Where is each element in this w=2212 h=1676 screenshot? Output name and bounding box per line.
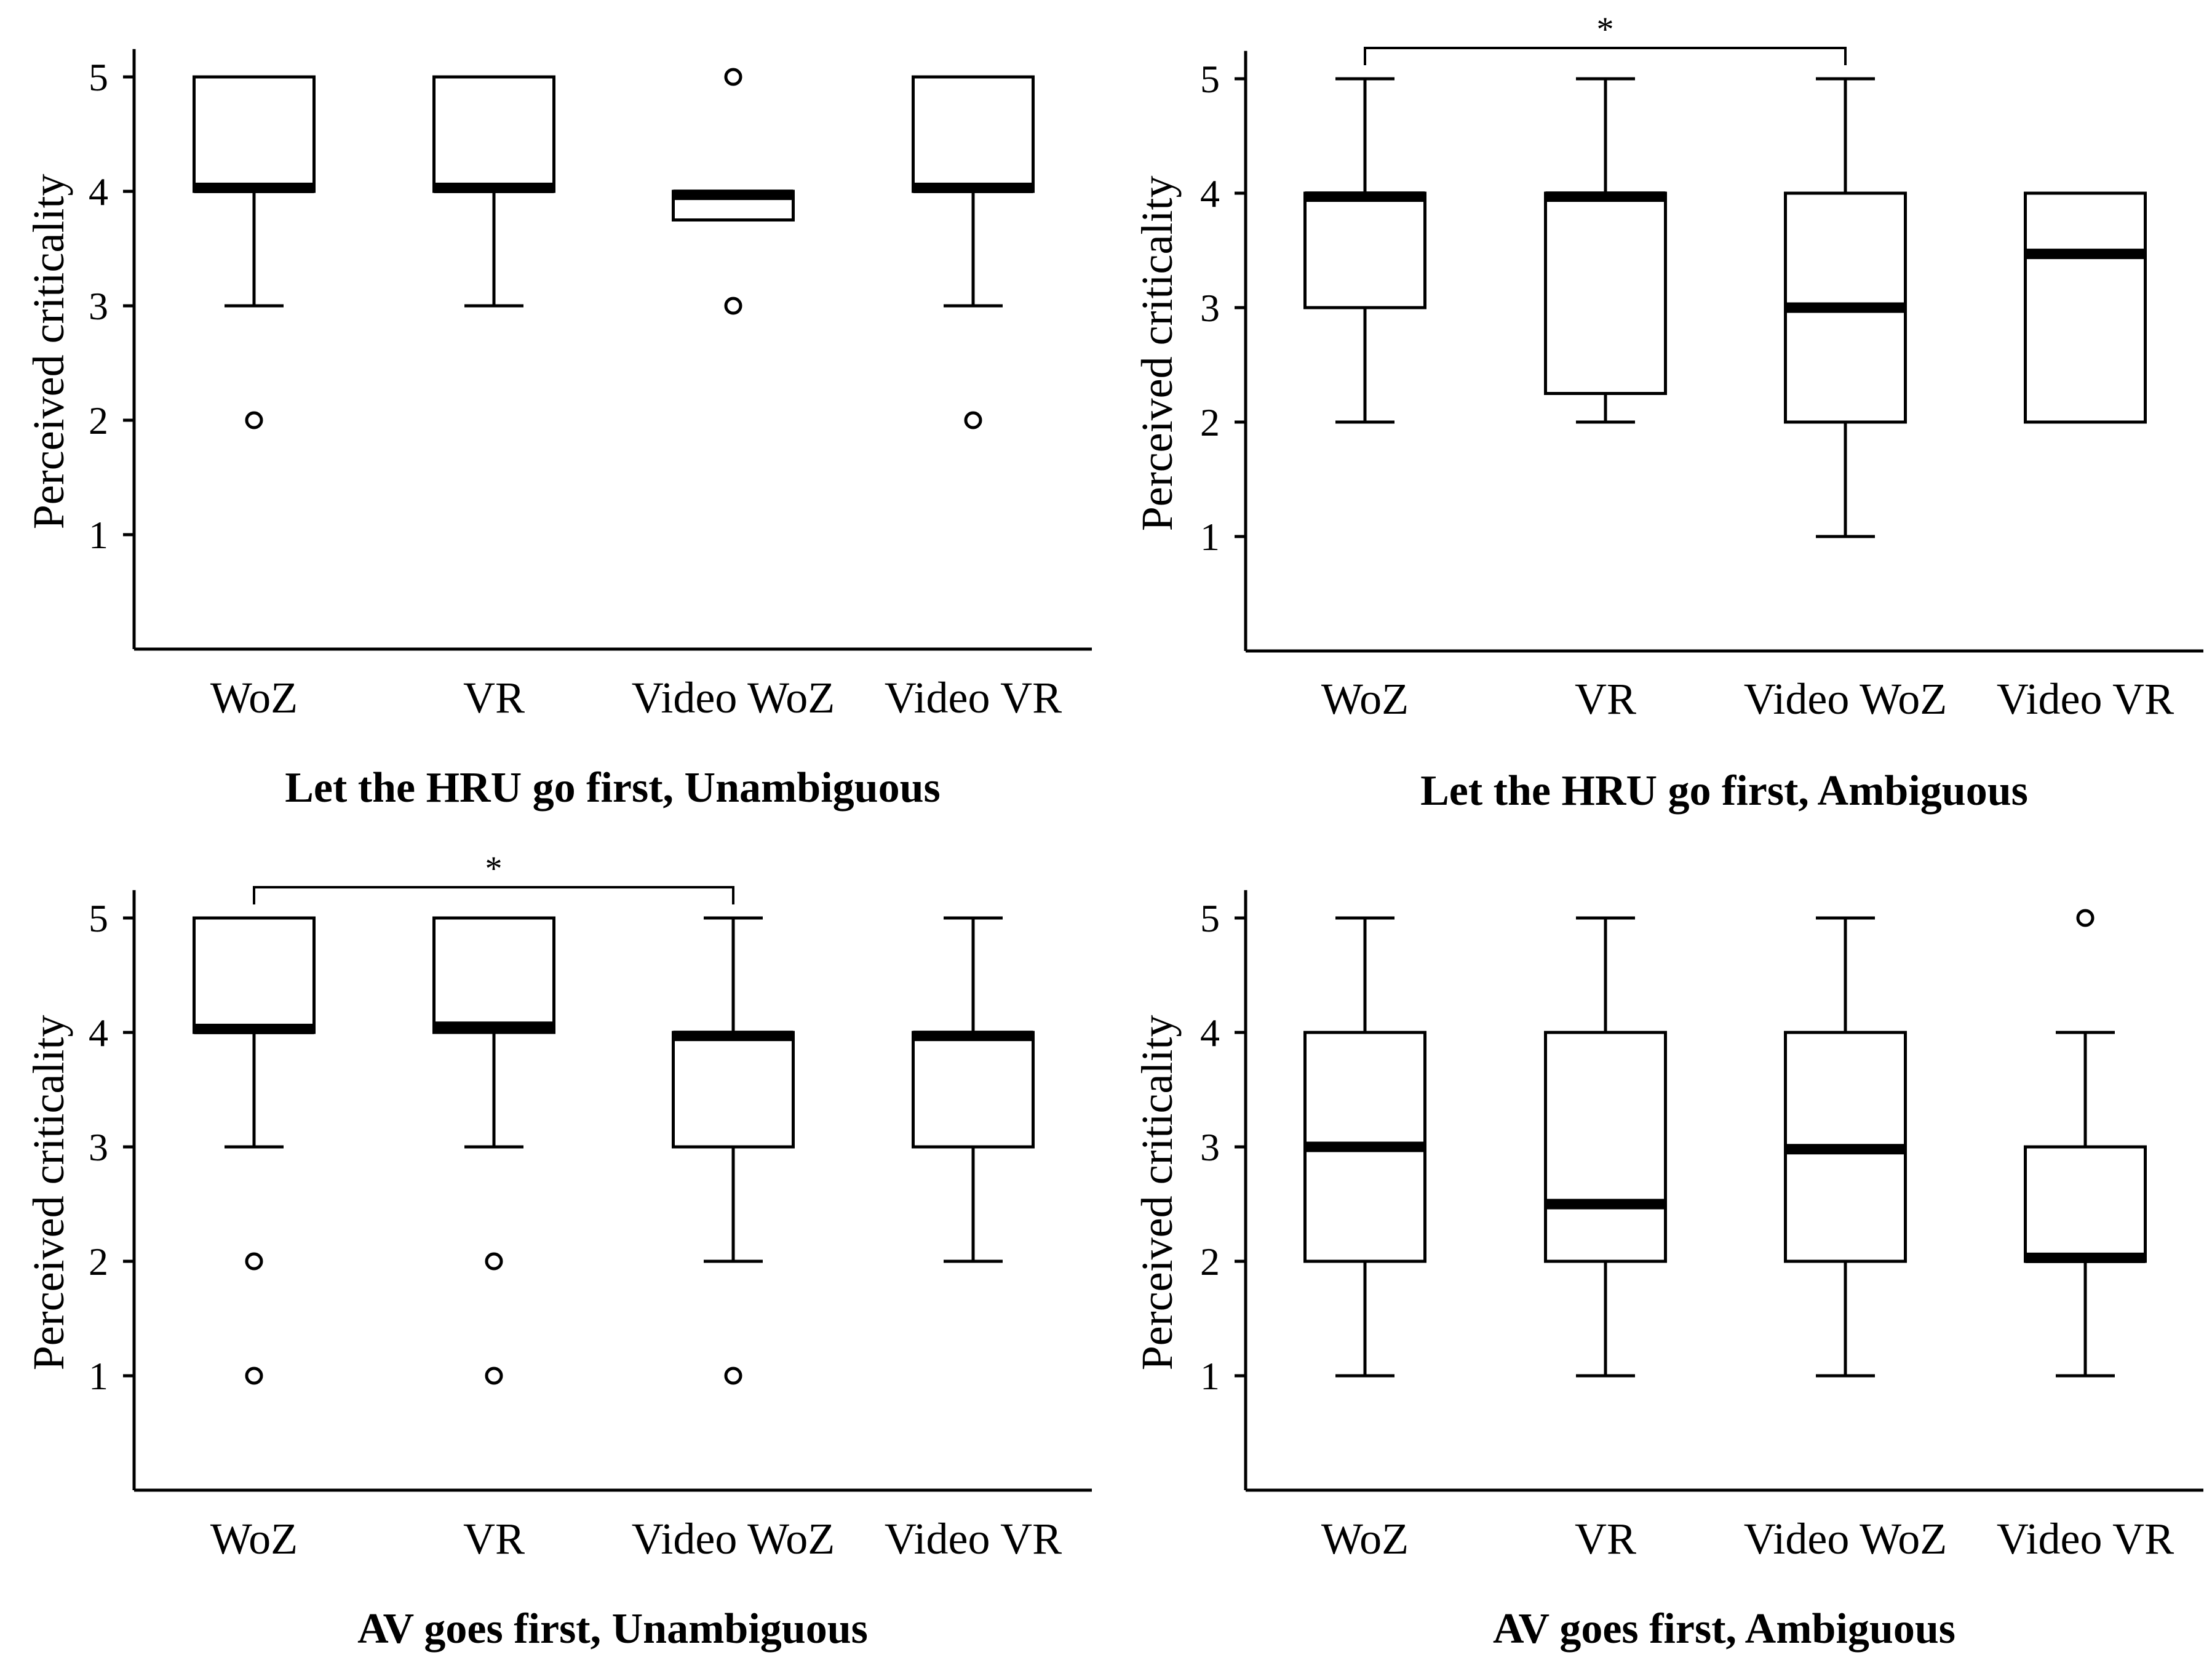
box-video-vr <box>912 916 1035 1263</box>
chart-panel-3: 1 2 3 4 5 Perceived criticality WoZ VR Video WoZ… <box>24 850 1092 1653</box>
x-category-label: WoZ <box>1321 1514 1409 1563</box>
x-category-label: Video WoZ <box>632 673 835 722</box>
x-category-label: Video VR <box>885 1514 1062 1563</box>
y-axis-label: Perceived criticality <box>24 174 73 530</box>
y-tick-label: 2 <box>89 1240 108 1283</box>
box-iqr <box>672 1031 795 1149</box>
bracket-line <box>253 886 734 904</box>
y-axis-label: Perceived criticality <box>1132 176 1182 532</box>
significance-bracket: * <box>1364 10 1847 65</box>
box-woz <box>193 75 316 429</box>
y-tick-label: 1 <box>89 1354 108 1398</box>
significance-marker: * <box>1597 10 1614 49</box>
box-iqr <box>193 916 316 1034</box>
y-tick-label: 3 <box>1200 1125 1220 1169</box>
box-video-vr <box>2024 191 2147 424</box>
chart-panel-1: 1 2 3 4 5 Perceived criticality WoZ VR Video WoZ… <box>24 49 1092 812</box>
panel-title: AV goes first, Ambiguous <box>1493 1605 1955 1653</box>
significance-marker: * <box>485 850 503 888</box>
x-category-label: Video VR <box>885 673 1062 722</box>
y-tick-label: 4 <box>1200 1011 1220 1055</box>
outlier-point <box>485 1252 503 1271</box>
outlier-point <box>245 1367 263 1385</box>
bracket-line <box>1364 47 1847 65</box>
box-vr <box>1544 77 1667 424</box>
y-tick-label: 3 <box>89 1125 108 1169</box>
box-video-woz <box>1784 77 1907 538</box>
x-category-label: Video WoZ <box>632 1514 835 1563</box>
box-woz <box>1303 916 1426 1378</box>
y-tick-label: 4 <box>89 1011 108 1055</box>
box-video-vr <box>2024 909 2147 1378</box>
panel-title: Let the HRU go first, Ambiguous <box>1420 767 2028 815</box>
x-category-label: WoZ <box>210 673 298 722</box>
box-iqr <box>1544 1031 1667 1263</box>
box-iqr <box>193 75 316 193</box>
y-tick-label: 3 <box>89 284 108 328</box>
panel-title: AV goes first, Unambiguous <box>357 1605 868 1653</box>
box-iqr <box>2024 191 2147 424</box>
outlier-point <box>245 1252 263 1271</box>
outlier-point <box>2076 909 2095 927</box>
significance-bracket: * <box>253 850 734 904</box>
box-vr <box>432 75 555 308</box>
box-iqr <box>912 1031 1035 1149</box>
y-tick-label: 5 <box>89 55 108 99</box>
x-category-label: VR <box>1575 1514 1636 1563</box>
x-category-label: Video WoZ <box>1744 674 1947 724</box>
y-tick-label: 3 <box>1200 286 1220 330</box>
y-tick-label: 5 <box>1200 896 1220 940</box>
x-category-label: Video WoZ <box>1744 1514 1947 1563</box>
chart-panel-4: 1 2 3 4 5 Perceived criticality WoZ VR Video WoZ… <box>1132 890 2203 1653</box>
outlier-point <box>245 411 263 429</box>
x-category-label: VR <box>1575 674 1636 724</box>
y-tick-label: 5 <box>1200 57 1220 101</box>
y-tick-label: 2 <box>1200 401 1220 444</box>
box-iqr <box>1544 191 1667 395</box>
box-video-woz <box>672 68 795 315</box>
x-category-label: VR <box>463 673 525 722</box>
x-category-label: WoZ <box>1321 674 1409 724</box>
outlier-point <box>724 297 742 315</box>
box-woz <box>1303 77 1426 424</box>
box-iqr <box>1303 191 1426 309</box>
y-axis-label: Perceived criticality <box>24 1015 73 1371</box>
box-iqr <box>432 75 555 193</box>
box-woz <box>193 916 316 1385</box>
x-category-label: Video VR <box>1997 1514 2174 1563</box>
y-tick-label: 4 <box>1200 172 1220 215</box>
chart-panel-2: 1 2 3 4 5 Perceived criticality WoZ VR Video WoZ… <box>1132 10 2203 815</box>
y-tick-label: 2 <box>89 399 108 442</box>
outlier-point <box>964 411 982 429</box>
box-vr <box>432 916 555 1385</box>
y-tick-label: 5 <box>89 896 108 940</box>
box-video-woz <box>672 916 795 1385</box>
y-tick-label: 4 <box>89 170 108 213</box>
box-video-vr <box>912 75 1035 429</box>
box-vr <box>1544 916 1667 1378</box>
box-iqr <box>2024 1145 2147 1263</box>
box-video-woz <box>1784 916 1907 1378</box>
panel-title: Let the HRU go first, Unambiguous <box>285 764 941 812</box>
x-category-label: WoZ <box>210 1514 298 1563</box>
outlier-point <box>724 68 742 86</box>
outlier-point <box>485 1367 503 1385</box>
y-axis-label: Perceived criticality <box>1132 1015 1182 1371</box>
y-tick-label: 2 <box>1200 1240 1220 1283</box>
outlier-point <box>724 1367 742 1385</box>
y-tick-label: 1 <box>1200 515 1220 559</box>
x-category-label: Video VR <box>1997 674 2174 724</box>
x-category-label: VR <box>463 1514 525 1563</box>
box-iqr <box>432 916 555 1034</box>
box-iqr <box>912 75 1035 193</box>
y-tick-label: 1 <box>89 513 108 557</box>
y-tick-label: 1 <box>1200 1354 1220 1398</box>
